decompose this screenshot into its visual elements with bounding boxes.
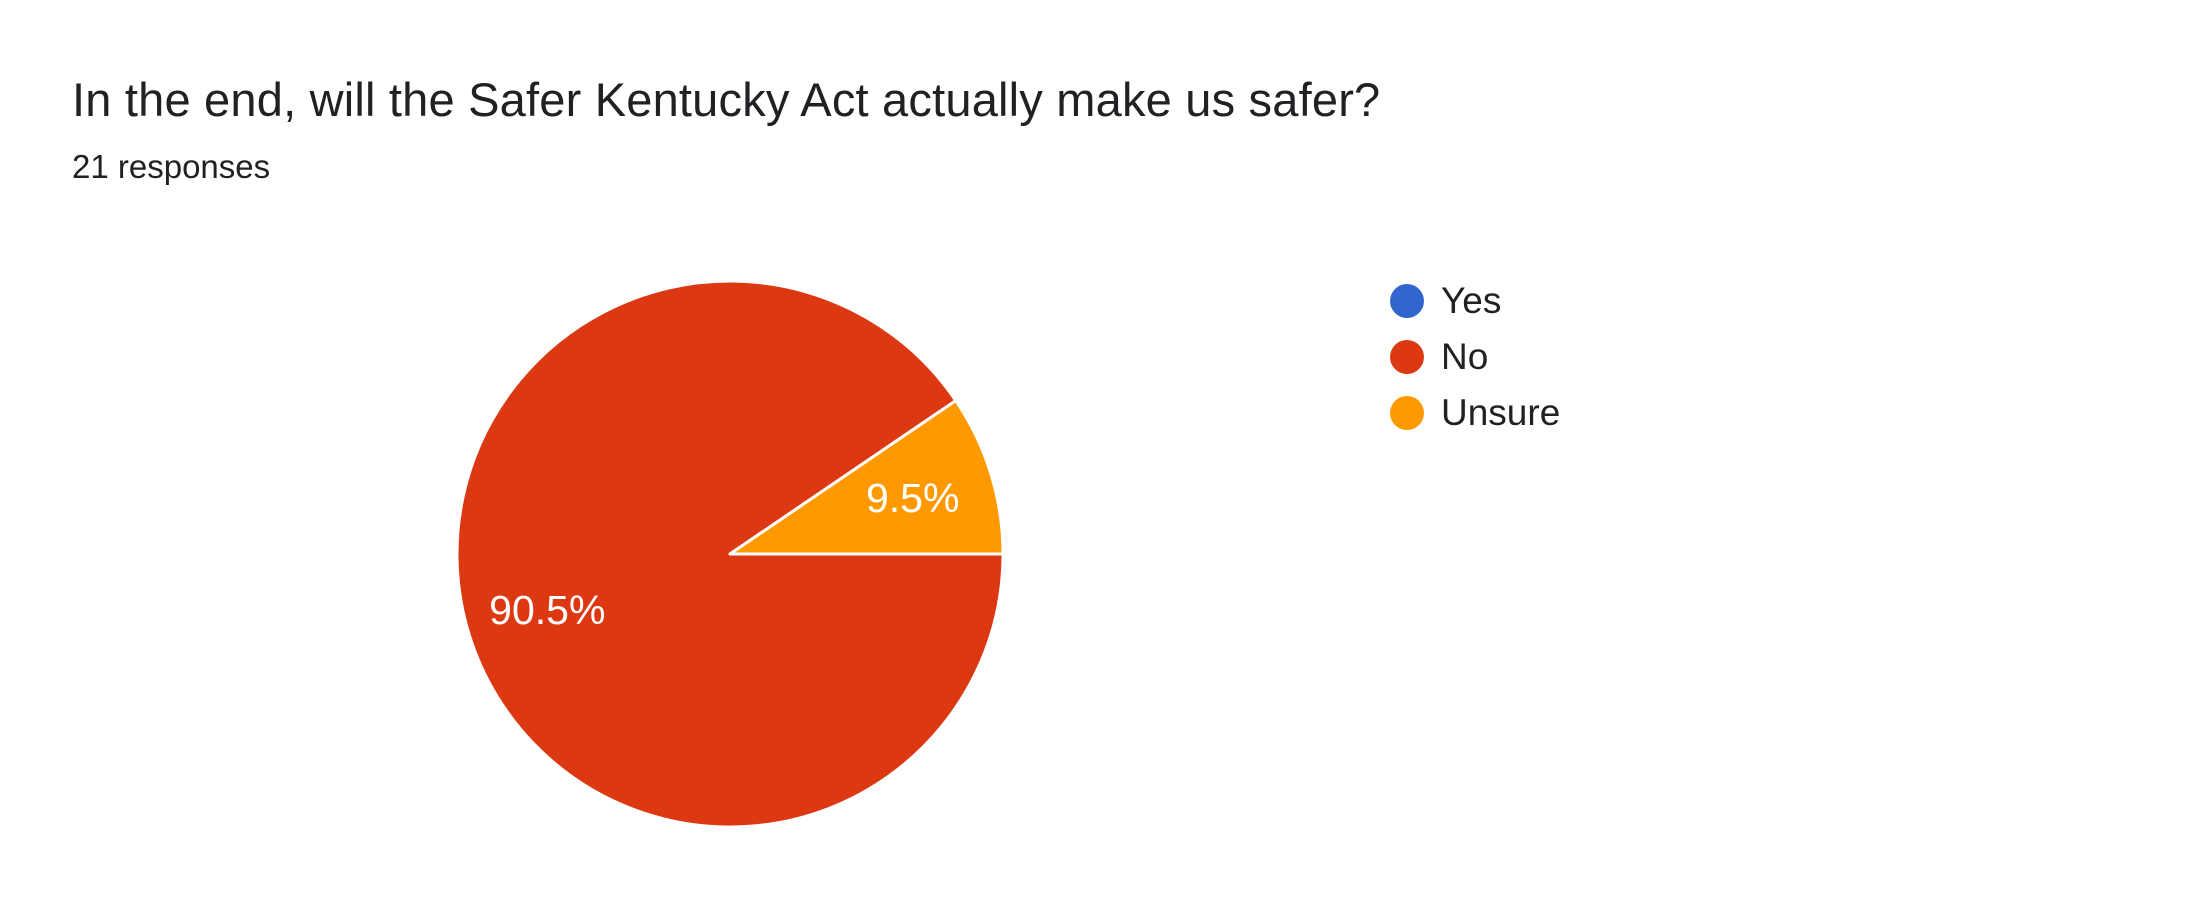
pie-slice-unsure[interactable]	[728, 399, 1005, 556]
slice-label-no: 90.5%	[489, 587, 605, 633]
legend-label: Unsure	[1441, 392, 1561, 433]
legend-item-no: No	[1390, 336, 1560, 377]
chart-title: In the end, will the Safer Kentucky Act …	[72, 73, 1381, 126]
legend-item-unsure: Unsure	[1390, 392, 1560, 433]
legend-label: No	[1441, 336, 1489, 377]
legend: Yes No Unsure	[1390, 280, 1560, 452]
response-count: 21 responses	[72, 148, 271, 185]
legend-label: Yes	[1441, 280, 1502, 321]
legend-swatch-unsure	[1390, 396, 1424, 430]
legend-swatch-no	[1390, 340, 1424, 374]
legend-item-yes: Yes	[1390, 280, 1560, 321]
legend-swatch-yes	[1390, 284, 1424, 318]
slice-label-unsure: 9.5%	[866, 475, 959, 521]
